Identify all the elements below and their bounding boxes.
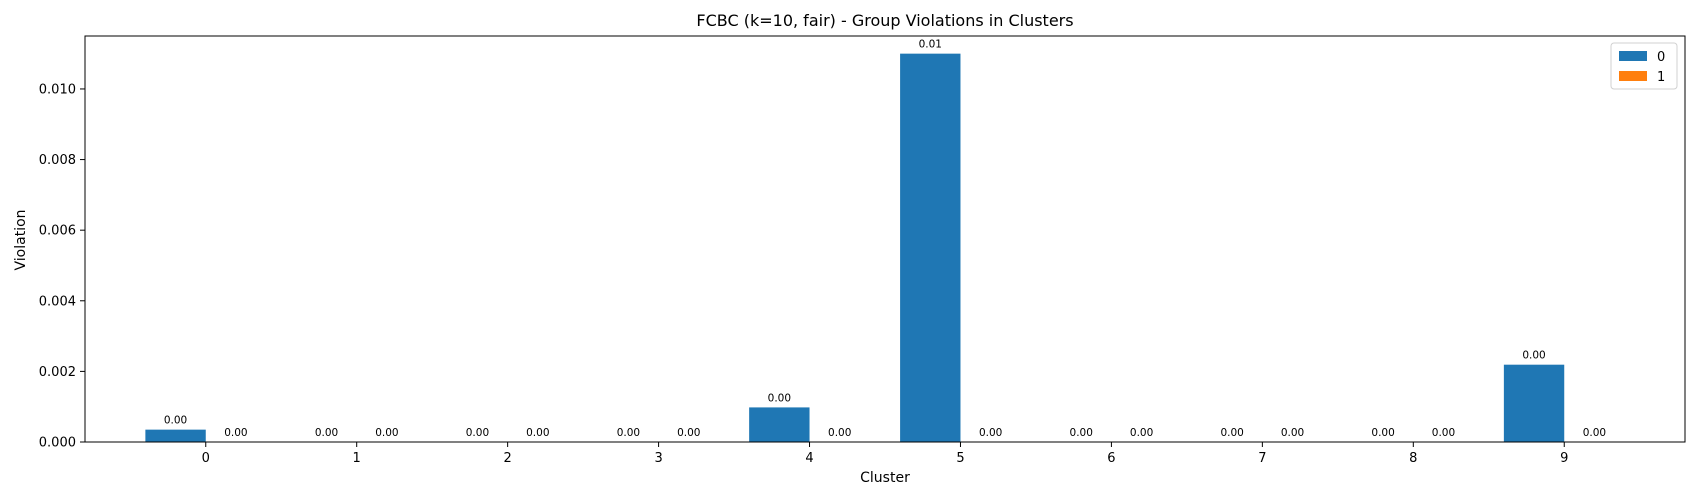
x-tick-label: 6 (1107, 451, 1115, 466)
data-label-series-0-cluster-1: 0.00 (315, 427, 338, 439)
x-tick-label: 3 (654, 451, 662, 466)
legend-swatch-1 (1619, 71, 1647, 81)
plot-frame (84, 35, 1686, 443)
y-axis-label: Violation (13, 209, 29, 270)
x-tick-label: 2 (504, 451, 512, 466)
data-label-series-0-cluster-9: 0.00 (1522, 350, 1545, 362)
data-label-series-1-cluster-3: 0.00 (677, 427, 700, 439)
data-label-series-1-cluster-6: 0.00 (1130, 427, 1153, 439)
bar-series-0-cluster-0 (145, 429, 206, 442)
x-tick-label: 1 (353, 451, 361, 466)
data-label-series-0-cluster-2: 0.00 (466, 427, 489, 439)
data-label-series-1-cluster-8: 0.00 (1432, 427, 1455, 439)
data-label-series-1-cluster-0: 0.00 (224, 427, 247, 439)
bar-series-0-cluster-5 (900, 53, 961, 443)
y-tick-label: 0.008 (39, 153, 76, 168)
plot-area: 0.00 0.00 0.00 0.00 0.00 0.01 0.00 0.00 0.00 0.00… (39, 35, 1686, 466)
legend: 01 (1610, 42, 1678, 90)
legend-box (1610, 42, 1678, 90)
y-tick-label: 0.002 (39, 365, 76, 380)
chart-title: FCBC (k=10, fair) - Group Violations in … (696, 11, 1073, 30)
y-tick-label: 0.000 (39, 436, 76, 451)
x-tick-label: 7 (1258, 451, 1266, 466)
data-label-series-0-cluster-0: 0.00 (164, 415, 187, 427)
bar-series-0-cluster-4 (749, 407, 810, 442)
data-label-series-1-cluster-2: 0.00 (526, 427, 549, 439)
data-label-series-1-cluster-9: 0.00 (1583, 427, 1606, 439)
data-label-series-0-cluster-7: 0.00 (1220, 427, 1243, 439)
x-tick-label: 5 (956, 451, 964, 466)
data-label-series-0-cluster-6: 0.00 (1070, 427, 1093, 439)
x-axis-label: Cluster (860, 470, 910, 486)
data-label-series-1-cluster-1: 0.00 (375, 427, 398, 439)
y-tick-label: 0.010 (39, 82, 76, 97)
data-label-series-0-cluster-4: 0.00 (768, 392, 791, 404)
x-tick-label: 4 (805, 451, 813, 466)
y-tick-label: 0.004 (39, 294, 76, 309)
data-label-series-1-cluster-7: 0.00 (1281, 427, 1304, 439)
x-tick-label: 8 (1409, 451, 1417, 466)
x-tick-label: 0 (202, 451, 210, 466)
data-label-series-1-cluster-4: 0.00 (828, 427, 851, 439)
data-label-series-0-cluster-3: 0.00 (617, 427, 640, 439)
y-tick-label: 0.006 (39, 224, 76, 239)
data-label-series-1-cluster-5: 0.00 (979, 427, 1002, 439)
legend-label-1: 1 (1657, 70, 1665, 85)
data-label-series-0-cluster-8: 0.00 (1371, 427, 1394, 439)
data-label-series-0-cluster-5: 0.01 (919, 39, 942, 51)
x-tick-label: 9 (1560, 451, 1568, 466)
legend-label-0: 0 (1657, 50, 1665, 65)
bar-series-0-cluster-9 (1503, 364, 1565, 442)
legend-swatch-0 (1619, 51, 1647, 61)
